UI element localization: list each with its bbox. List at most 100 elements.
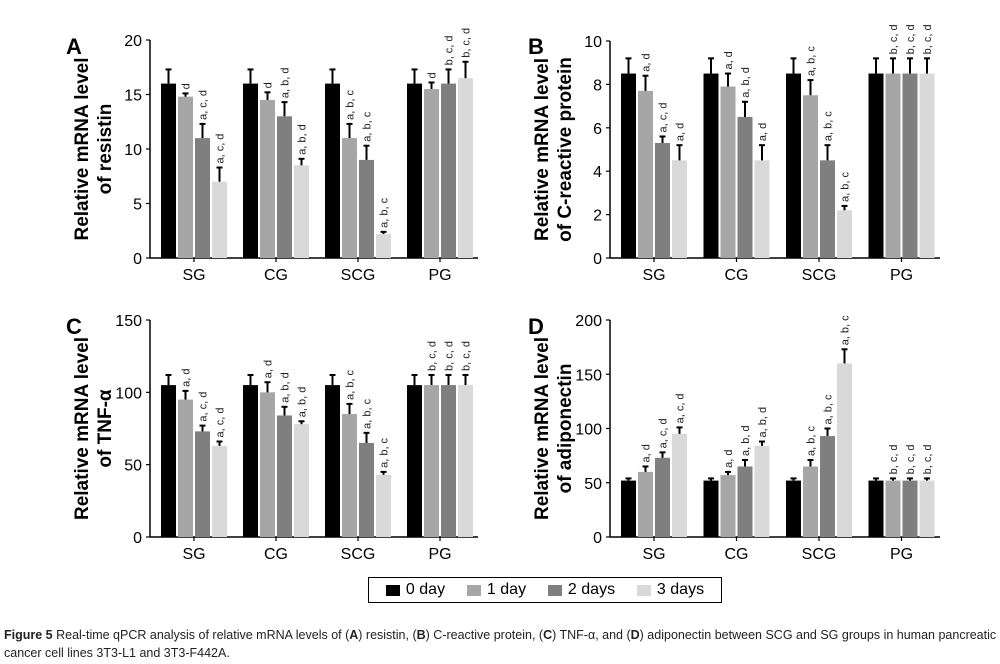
bar-1-day — [178, 399, 193, 537]
significance-label: a, b, d — [757, 407, 769, 438]
x-tick-label: PG — [428, 267, 451, 284]
significance-label: a, b, c — [362, 111, 374, 141]
x-tick-label: SCG — [802, 546, 837, 563]
legend-swatch — [466, 584, 481, 596]
caption-panel-ref: C — [543, 628, 553, 642]
y-tick-label: 50 — [584, 476, 602, 493]
significance-label: a, b, c — [840, 315, 852, 345]
significance-label: a, d — [675, 123, 687, 141]
x-tick-label: SG — [642, 546, 665, 563]
bar-2-days — [441, 385, 456, 537]
bar-0-day — [407, 385, 422, 537]
bar-3-days — [294, 165, 309, 258]
panel-letter: B — [528, 34, 544, 59]
x-tick-label: PG — [890, 546, 913, 563]
legend: 0 day 1 day 2 days 3 days — [368, 577, 722, 603]
y-tick-label: 4 — [593, 164, 602, 181]
bar-2-days — [902, 73, 918, 258]
bar-3-days — [837, 210, 852, 258]
legend-label: 0 day — [405, 581, 446, 598]
caption-panel-ref: D — [630, 628, 640, 642]
y-tick-label: 50 — [124, 458, 142, 475]
bar-3-days — [837, 363, 852, 537]
bar-0-day — [407, 83, 422, 258]
bar-3-days — [458, 78, 473, 259]
x-tick-label: SG — [182, 546, 205, 563]
bar-3-days — [376, 474, 391, 537]
significance-label: d — [263, 82, 275, 88]
significance-label: a, b, c — [806, 426, 818, 456]
significance-label: d — [181, 83, 193, 89]
y-tick-label: 2 — [593, 208, 602, 225]
caption-fragment: ) TNF-α, and ( — [552, 628, 631, 642]
significance-label: a, b, c — [345, 369, 357, 399]
significance-label: b, c, d — [905, 444, 917, 474]
legend-item-3-days: 3 days — [636, 581, 704, 599]
legend-swatch — [547, 584, 562, 596]
caption-text: Real-time qPCR analysis of relative mRNA… — [4, 628, 996, 660]
bar-1-day — [260, 392, 275, 537]
significance-label: b, c, d — [444, 35, 456, 65]
y-tick-label: 200 — [575, 313, 602, 330]
bar-2-days — [820, 160, 835, 258]
significance-label: a, b, c — [823, 111, 835, 141]
bar-1-day — [342, 414, 357, 537]
bar-3-days — [294, 424, 309, 537]
legend-swatch — [385, 584, 400, 596]
panel-letter: D — [528, 314, 544, 339]
significance-label: b, c, d — [922, 24, 934, 54]
y-tick-label: 150 — [115, 313, 142, 330]
significance-label: a, b, c — [840, 171, 852, 201]
bar-3-days — [754, 160, 770, 258]
bar-0-day — [703, 73, 719, 258]
significance-label: a, c, d — [198, 90, 210, 120]
bar-0-day — [868, 480, 884, 537]
y-tick-label: 150 — [575, 367, 602, 384]
bar-0-day — [621, 480, 636, 537]
legend-item-1-day: 1 day — [466, 581, 526, 599]
y-tick-label: 10 — [584, 34, 602, 51]
y-axis-label: Relative mRNA level — [532, 58, 553, 241]
significance-label: b, c, d — [444, 341, 456, 371]
bar-1-day — [638, 471, 653, 537]
significance-label: a, d — [723, 51, 735, 69]
significance-label: a, b, d — [740, 425, 752, 456]
bar-2-days — [359, 442, 374, 537]
significance-label: a, d — [723, 450, 735, 468]
figure-label: Figure 5 — [4, 628, 53, 642]
bar-1-day — [885, 73, 901, 258]
bar-2-days — [277, 116, 292, 258]
significance-label: a, d — [263, 360, 275, 378]
bar-1-day — [342, 138, 357, 258]
significance-label: b, c, d — [461, 28, 473, 58]
significance-label: a, c, d — [675, 393, 687, 423]
significance-label: a, d — [181, 369, 193, 387]
bar-2-days — [195, 138, 210, 258]
y-axis-label: of C-reactive protein — [555, 57, 576, 242]
figure-caption: Figure 5 Real-time qPCR analysis of rela… — [4, 626, 999, 662]
panel-letter: C — [66, 314, 82, 339]
significance-label: a, b, c — [345, 89, 357, 119]
x-tick-label: SCG — [802, 267, 837, 284]
significance-label: a, b, c — [362, 398, 374, 428]
significance-label: a, b, c — [806, 46, 818, 76]
y-axis-label: of TNF-α — [95, 389, 116, 467]
y-tick-label: 0 — [133, 251, 142, 268]
legend-item-2-days: 2 days — [547, 581, 615, 599]
significance-label: a, b, d — [297, 124, 309, 155]
bar-2-days — [737, 116, 753, 258]
significance-label: a, b, c — [379, 437, 391, 467]
bar-2-days — [655, 142, 670, 258]
significance-label: a, b, c — [823, 394, 835, 424]
bar-0-day — [868, 73, 884, 258]
significance-label: b, c, d — [922, 444, 934, 474]
significance-label: a, b, d — [740, 67, 752, 98]
x-tick-label: SCG — [341, 546, 376, 563]
y-tick-label: 5 — [133, 197, 142, 214]
x-tick-label: CG — [264, 546, 288, 563]
bar-1-day — [803, 466, 818, 537]
bar-1-day — [885, 480, 901, 537]
bar-3-days — [754, 445, 770, 537]
bar-3-days — [919, 73, 935, 258]
